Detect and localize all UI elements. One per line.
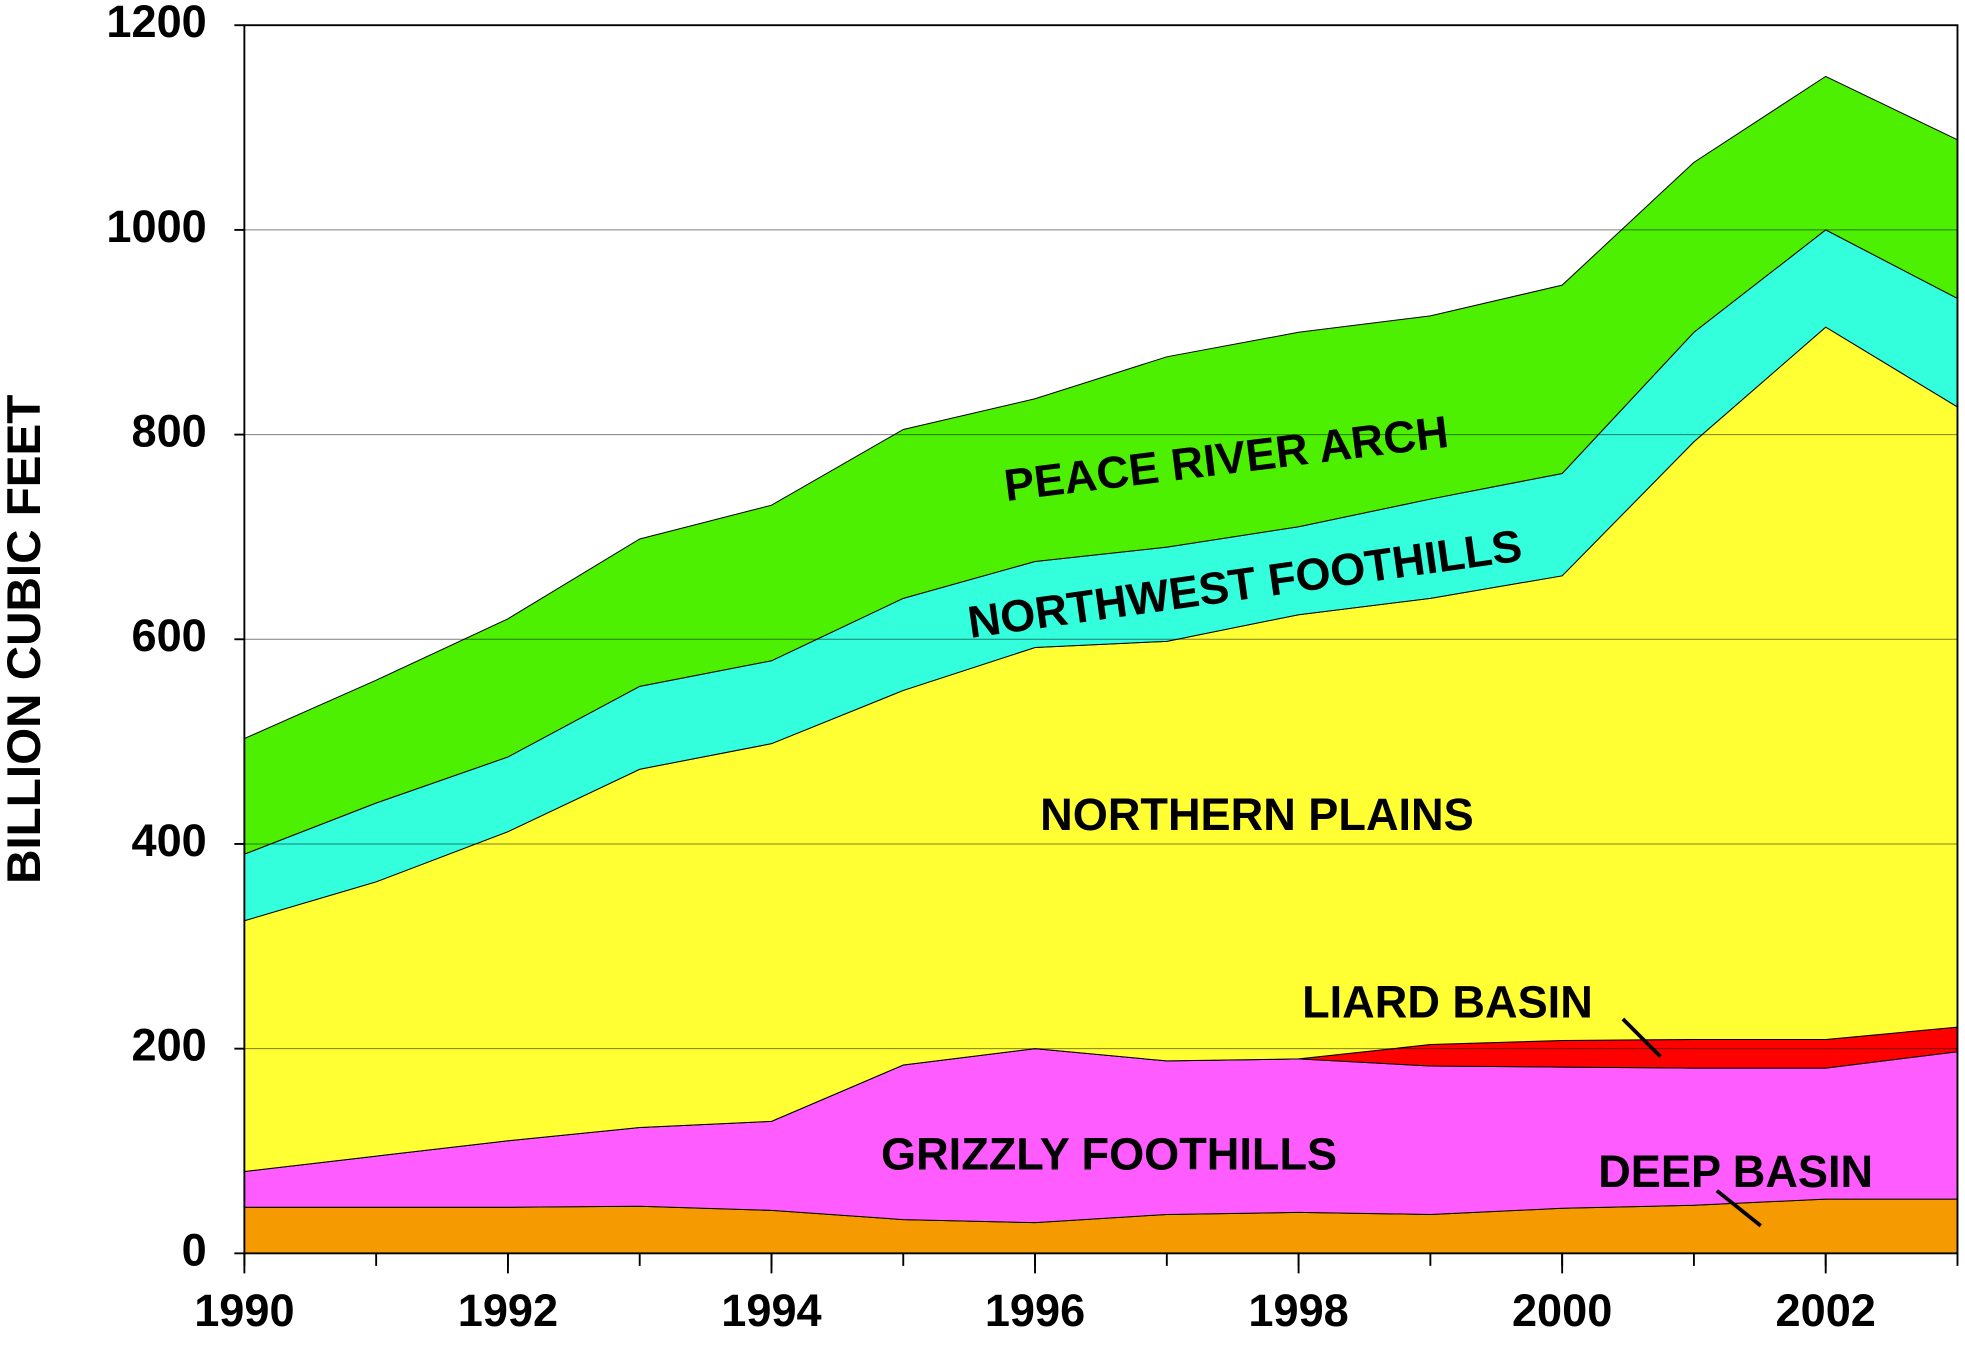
y-axis-title: BILLION CUBIC FEET <box>0 395 51 884</box>
series-label: GRIZZLY FOOTHILLS <box>881 1128 1337 1179</box>
series-label: LIARD BASIN <box>1302 977 1593 1028</box>
x-tick-label: 2002 <box>1776 1285 1876 1336</box>
x-tick-label: 1992 <box>458 1285 558 1336</box>
y-tick-label: 600 <box>132 610 207 661</box>
series-label: DEEP BASIN <box>1598 1146 1873 1197</box>
y-tick-label: 800 <box>132 406 207 457</box>
series-label: NORTHERN PLAINS <box>1040 789 1474 840</box>
x-tick-label: 1996 <box>985 1285 1085 1336</box>
y-tick-label: 400 <box>132 815 207 866</box>
y-tick-label: 1200 <box>106 0 206 47</box>
x-tick-label: 1994 <box>721 1285 821 1336</box>
x-tick-label: 1990 <box>194 1285 294 1336</box>
y-tick-label: 200 <box>132 1020 207 1071</box>
x-tick-label: 2000 <box>1512 1285 1612 1336</box>
y-tick-label: 0 <box>182 1224 207 1275</box>
leader-line <box>1715 1189 1762 1228</box>
plot-frame <box>243 24 1959 1255</box>
x-tick-label: 1998 <box>1248 1285 1348 1336</box>
leader-line <box>1621 1017 1662 1058</box>
y-tick-label: 1000 <box>106 201 206 252</box>
